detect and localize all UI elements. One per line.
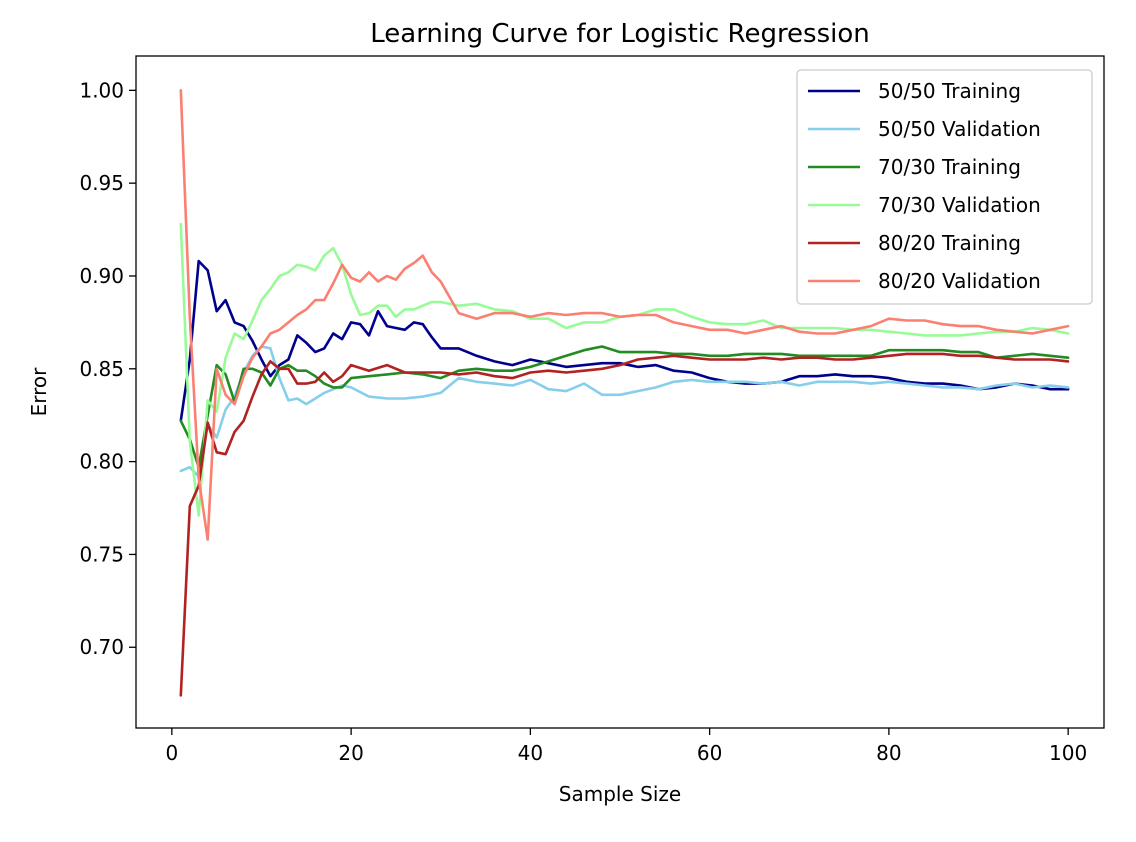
x-tick-label: 40 <box>518 741 543 765</box>
y-tick-label: 0.70 <box>79 635 124 659</box>
series-line-4 <box>179 352 1070 697</box>
y-tick-label: 0.80 <box>79 450 124 474</box>
legend-label-4: 80/20 Training <box>878 231 1021 255</box>
legend-label-3: 70/30 Validation <box>878 193 1041 217</box>
y-tick-label: 1.00 <box>79 78 124 102</box>
x-axis-label: Sample Size <box>559 782 681 806</box>
series-line-2 <box>179 345 1070 469</box>
x-tick-label: 100 <box>1049 741 1087 765</box>
y-tick-label: 0.85 <box>79 357 124 381</box>
x-tick-label: 0 <box>165 741 178 765</box>
legend-entries: 50/50 Training 50/50 Validation 70/30 Trai… <box>808 79 1041 293</box>
plot-frame <box>135 55 1105 729</box>
series-line-3 <box>179 222 1070 517</box>
x-axis: 0 20 40 60 80 100 <box>165 728 1087 765</box>
y-axis-label: Error <box>27 367 51 417</box>
legend: 50/50 Training 50/50 Validation 70/30 Trai… <box>796 69 1093 305</box>
legend-box <box>796 69 1093 305</box>
x-tick-label: 60 <box>697 741 722 765</box>
chart-title: Learning Curve for Logistic Regression <box>370 19 870 49</box>
legend-label-5: 80/20 Validation <box>878 269 1041 293</box>
y-tick-label: 0.90 <box>79 264 124 288</box>
y-tick-label: 0.75 <box>79 542 124 566</box>
legend-label-1: 50/50 Validation <box>878 117 1041 141</box>
series-line-5 <box>179 89 1070 541</box>
x-tick-label: 20 <box>338 741 363 765</box>
y-tick-label: 0.95 <box>79 171 124 195</box>
legend-label-0: 50/50 Training <box>878 79 1021 103</box>
series-layer <box>179 89 1070 697</box>
x-tick-label: 80 <box>876 741 901 765</box>
y-axis: 0.70 0.75 0.80 0.85 0.90 0.95 1.00 <box>79 78 136 659</box>
series-line-1 <box>179 345 1070 478</box>
legend-label-2: 70/30 Training <box>878 155 1021 179</box>
